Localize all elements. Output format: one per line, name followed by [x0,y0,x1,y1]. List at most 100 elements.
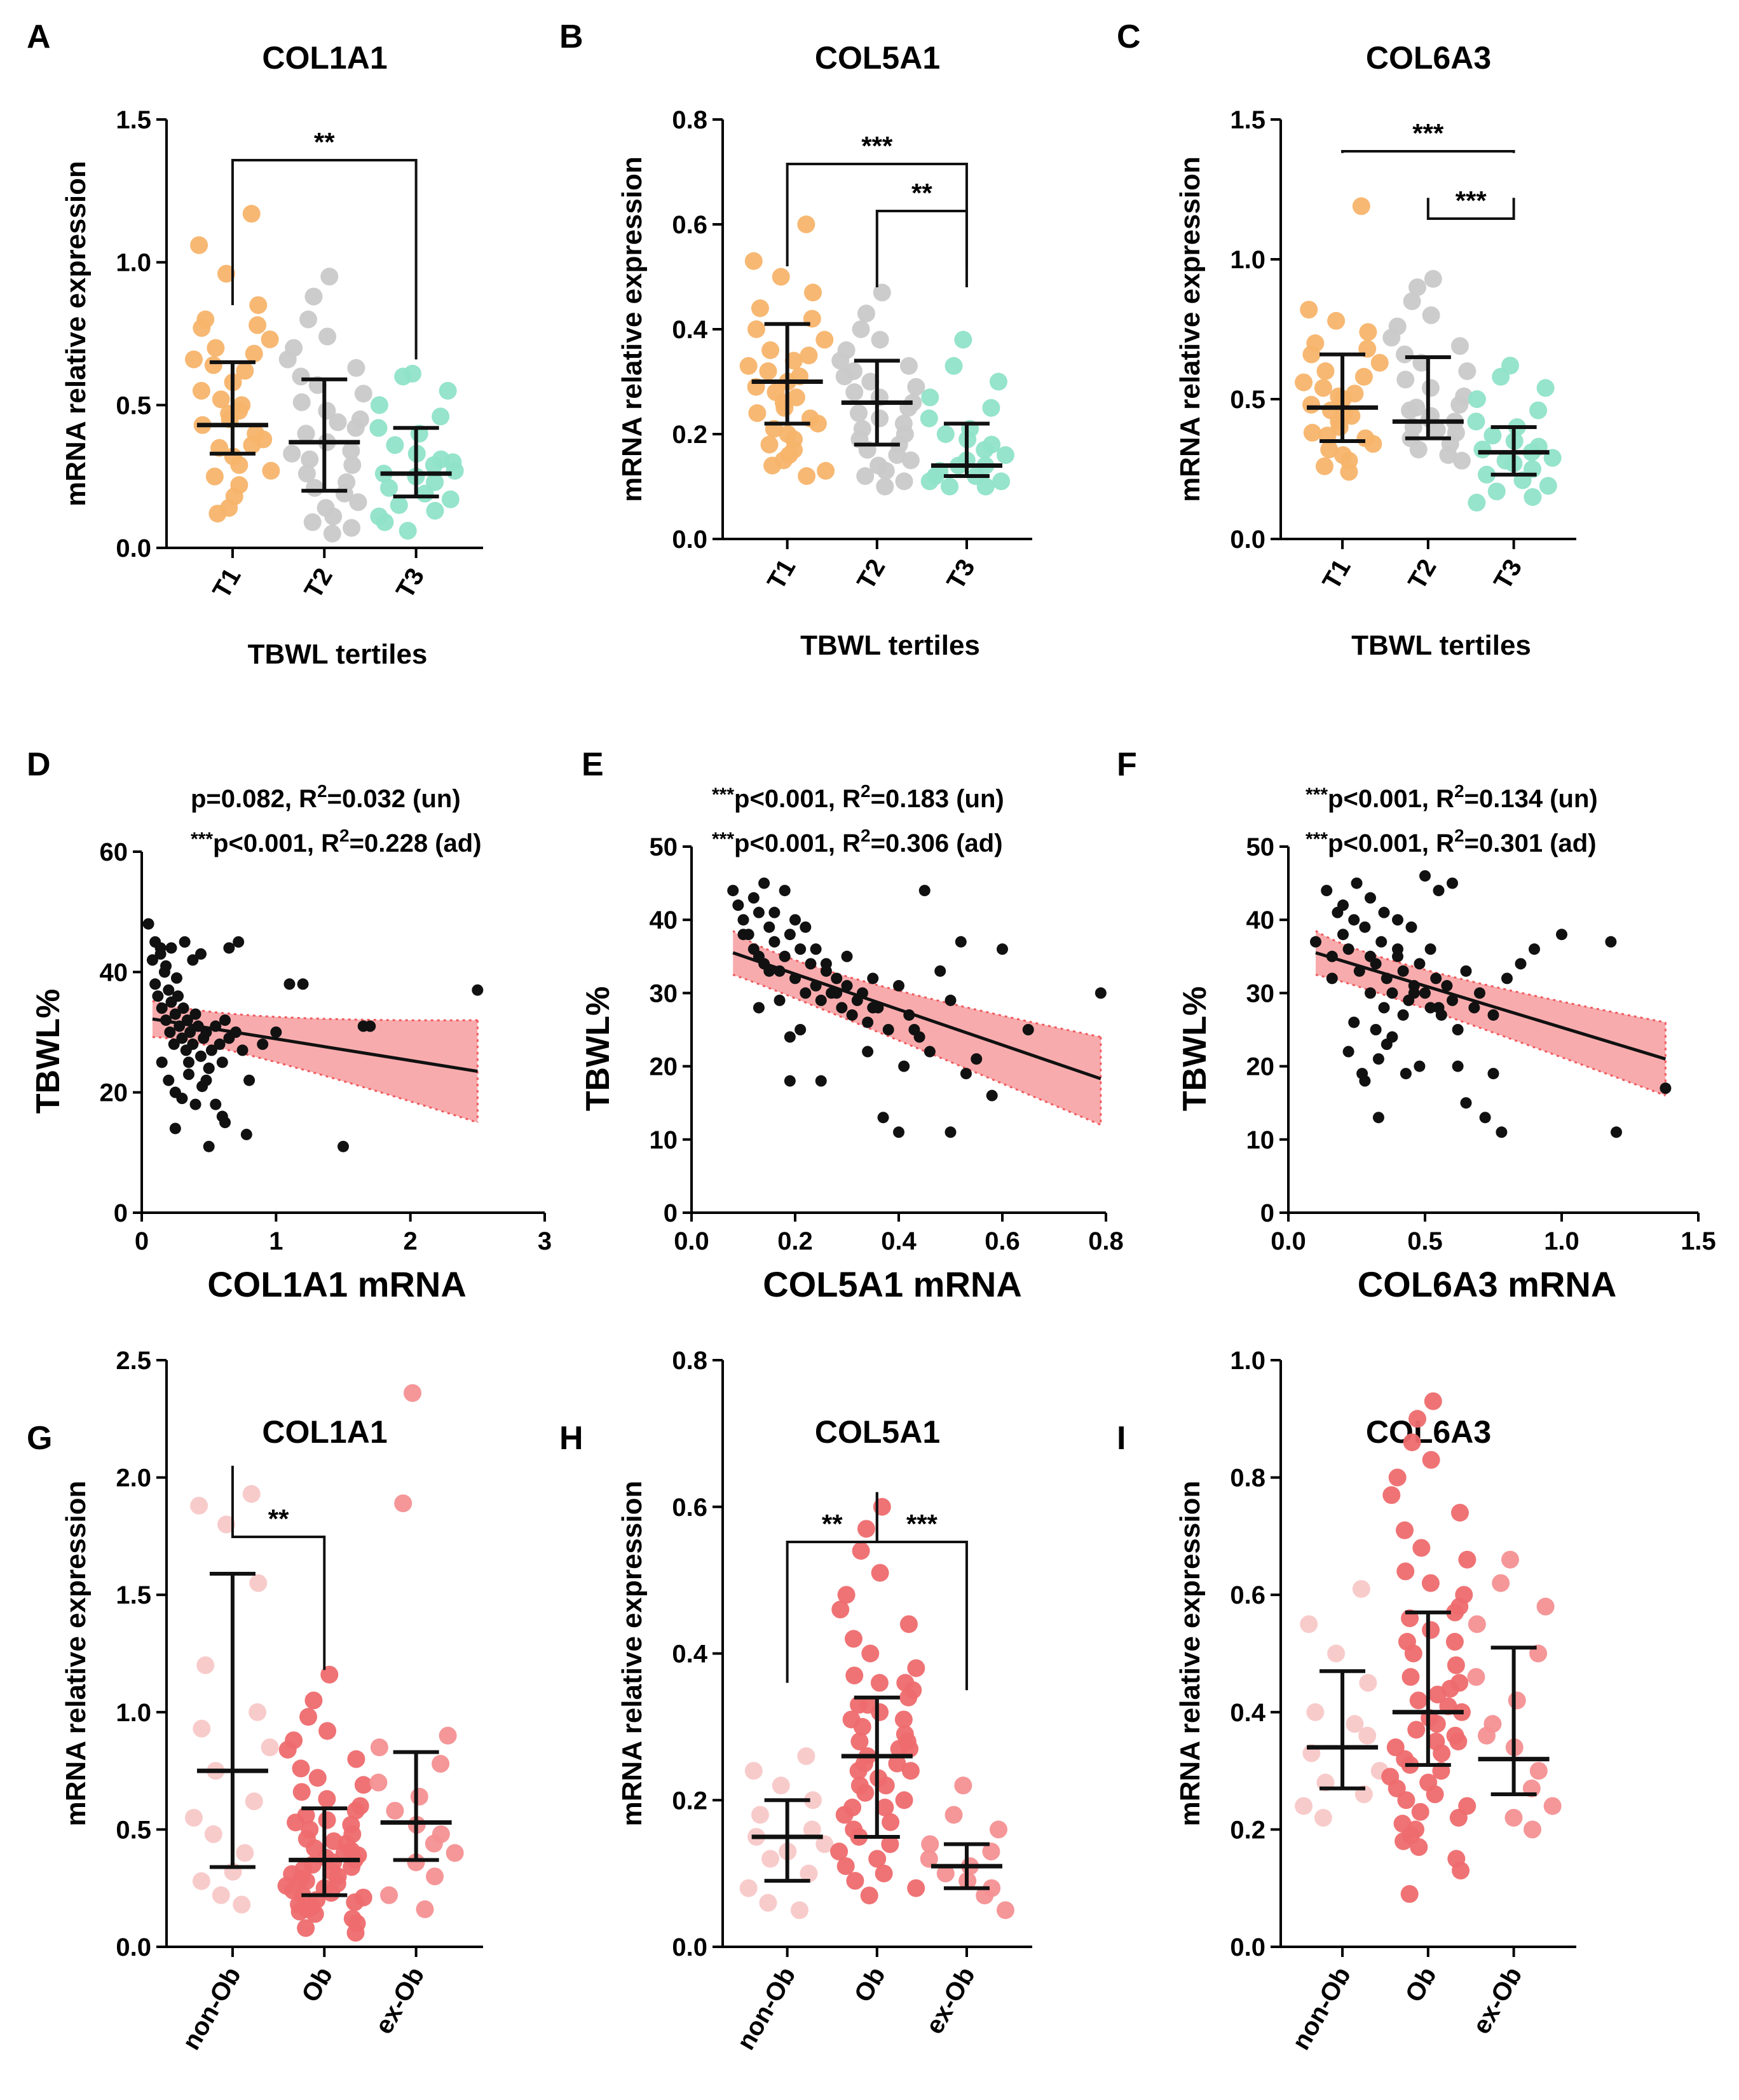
data-point [242,1485,261,1503]
data-point [154,948,167,960]
data-point [1403,292,1421,310]
data-point [329,413,347,432]
y-tick-label: 0.0 [672,526,707,554]
data-point [1398,1633,1416,1651]
data-point [753,1002,765,1014]
data-point [1504,1808,1523,1827]
data-point [262,461,280,480]
data-point [841,979,853,992]
y-axis-label: mRNA relative expression [1175,1481,1206,1827]
data-point [170,972,182,984]
data-point [1487,1068,1499,1080]
data-point [261,1738,279,1757]
data-point [1660,1082,1672,1094]
data-point [416,1900,434,1918]
data-point [342,1841,360,1860]
data-point [1381,1039,1393,1051]
data-point [1303,423,1321,442]
data-point [1409,1691,1428,1710]
data-point [1359,921,1371,933]
data-point [346,1893,364,1911]
data-point [960,1068,972,1080]
data-point [394,367,413,386]
data-point [146,954,158,966]
data-point [789,914,801,926]
data-point [1433,1744,1451,1762]
significance-label: *** [1456,186,1487,215]
data-point [920,1850,938,1868]
data-point [1611,1126,1622,1138]
data-point [212,390,230,409]
data-point [1314,379,1332,397]
data-point [1348,1016,1360,1028]
x-axis-label: TBWL tertiles [1351,630,1531,661]
y-tick-label: 0.2 [672,1787,707,1815]
data-point [945,357,963,375]
data-point [304,287,323,306]
data-point [190,1496,208,1515]
y-axis-label: TBWL% [1176,986,1213,1111]
data-point [233,1895,251,1914]
y-tick-label: 0.8 [672,1347,707,1375]
data-point [846,1872,864,1890]
data-point [219,1014,231,1026]
data-point [212,1886,230,1904]
y-tick-label: 0.2 [1230,1816,1265,1844]
data-point [739,1879,758,1897]
data-point [934,965,946,977]
panel-letter: H [559,1420,583,1457]
data-point [1392,914,1403,926]
significance-label: *** [861,131,893,161]
y-tick-label: 0.8 [672,106,707,134]
data-point [236,1844,254,1862]
x-tick-label: 1.0 [1544,1227,1579,1255]
data-point [784,1031,796,1043]
panel-e: E***p<0.001, R2=0.183 (un)***p<0.001, R2… [580,746,1124,1304]
data-point [842,1710,861,1729]
data-point [1458,362,1476,380]
data-point [976,477,995,496]
data-point [1452,451,1471,470]
x-axis-label: COL1A1 mRNA [207,1264,467,1304]
stat-r2: =0.228 (ad) [350,829,482,857]
ci-lower-edge [732,974,1101,1126]
data-point [1458,1550,1476,1569]
data-point [1529,943,1540,955]
data-point [790,1901,808,1919]
x-tick-label: 0.0 [674,1227,709,1255]
y-axis-label: mRNA relative expression [1175,156,1206,502]
data-point [800,921,812,933]
data-point [751,299,769,317]
data-point [283,444,301,463]
data-point [1396,371,1415,389]
data-point [898,1060,910,1072]
data-point [895,472,913,491]
y-tick-label: 0.0 [116,535,151,562]
y-tick-label: 40 [100,958,128,986]
data-point [862,1046,874,1058]
data-point [1467,412,1485,431]
y-tick-label: 0.6 [1230,1581,1265,1609]
data-point [184,1026,196,1038]
data-point [1412,1539,1431,1557]
y-tick-label: 10 [1246,1126,1275,1154]
panel-b: B COL5A1 0.0 0.2 0.4 0.6 0.8 mRNA relative expr… [559,18,1032,661]
data-point [1378,1002,1390,1014]
data-point [945,1806,963,1824]
data-point [1395,1832,1413,1850]
data-point [815,1835,834,1853]
data-point [444,453,462,472]
data-point [1433,1002,1445,1014]
data-point [204,1825,222,1843]
data-point [1449,1732,1468,1750]
y-tick-label: 40 [650,906,678,934]
data-point [196,1656,215,1674]
stat-p: p<0.001, R [734,829,861,857]
data-point [867,972,879,985]
panel-letter: A [27,18,51,55]
x-tick-label: T3 [941,555,980,594]
chart-title: COL6A3 [1366,40,1491,76]
data-point [1450,337,1469,355]
data-point [1302,395,1320,414]
data-point [850,1732,869,1750]
